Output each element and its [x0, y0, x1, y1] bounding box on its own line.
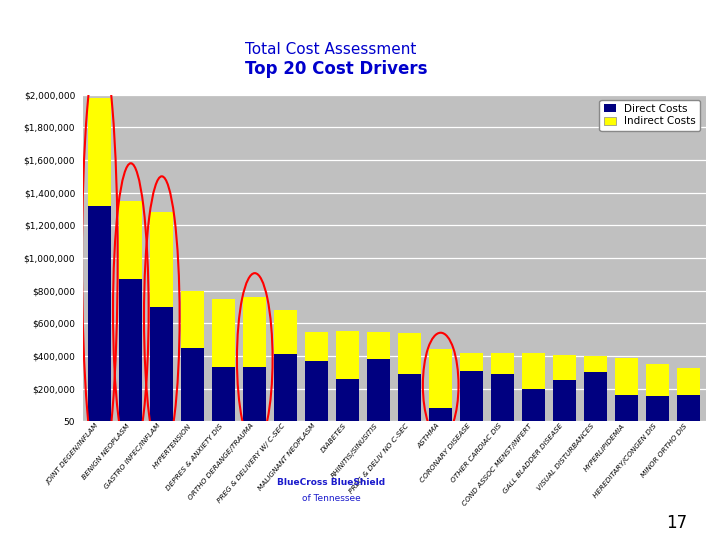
Text: Total Cost Assessment: Total Cost Assessment [245, 42, 416, 57]
Bar [181, 348, 204, 421]
Bar [398, 374, 421, 421]
Bar [150, 212, 174, 307]
Bar [429, 408, 452, 421]
Bar [646, 396, 669, 421]
Bar [150, 307, 174, 421]
Bar [212, 299, 235, 367]
Text: 17: 17 [667, 514, 688, 532]
Bar [212, 367, 235, 421]
Bar [584, 356, 607, 372]
Bar [584, 372, 607, 421]
Bar [615, 395, 638, 421]
Bar [460, 353, 483, 370]
Bar [367, 359, 390, 421]
Bar [181, 291, 204, 348]
Bar [429, 349, 452, 408]
Bar [243, 297, 266, 367]
Bar [367, 332, 390, 359]
Bar [677, 368, 700, 395]
Bar [120, 279, 143, 421]
Bar [274, 310, 297, 354]
Bar [336, 332, 359, 379]
Bar [646, 364, 669, 396]
Bar [491, 374, 514, 421]
Bar [677, 395, 700, 421]
Bar [553, 355, 576, 380]
Bar [305, 361, 328, 421]
Bar [553, 380, 576, 421]
Bar [522, 389, 545, 421]
Text: Top 20 Cost Drivers: Top 20 Cost Drivers [245, 60, 427, 78]
Bar [89, 206, 112, 421]
Legend: Direct Costs, Indirect Costs: Direct Costs, Indirect Costs [600, 100, 701, 131]
Bar [305, 332, 328, 361]
Bar [89, 98, 112, 206]
Text: of Tennessee: of Tennessee [302, 494, 361, 503]
Bar [120, 201, 143, 279]
Bar [460, 370, 483, 421]
Bar [522, 353, 545, 389]
Bar [336, 379, 359, 421]
Bar [615, 359, 638, 395]
Bar [491, 353, 514, 374]
Bar [274, 354, 297, 421]
Bar [243, 367, 266, 421]
Text: BlueCross BlueShield: BlueCross BlueShield [277, 478, 385, 487]
Bar [398, 333, 421, 374]
